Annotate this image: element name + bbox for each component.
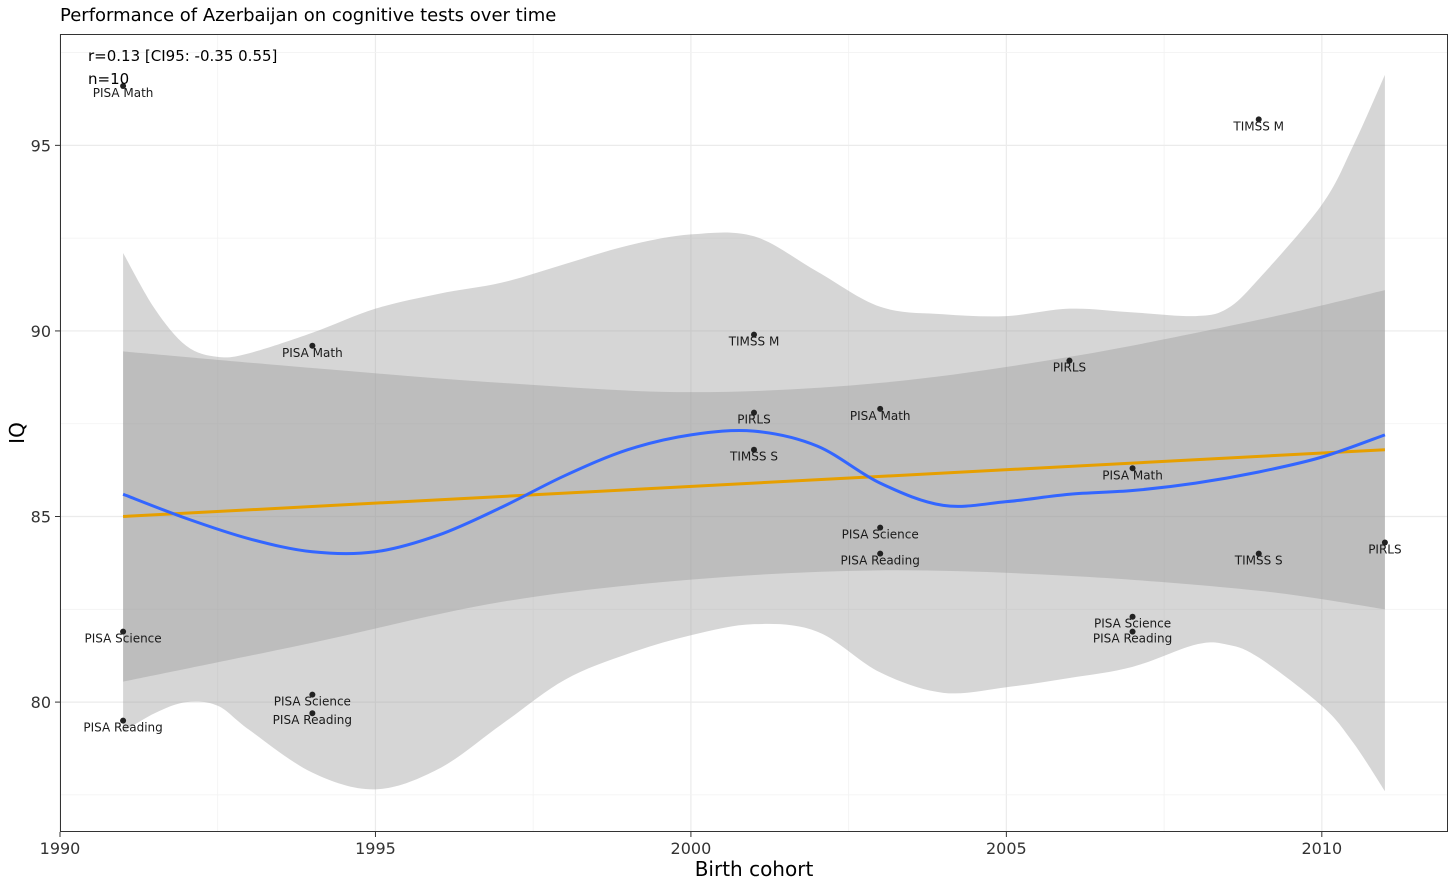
loess-ci-ribbon	[123, 74, 1385, 792]
point-label: PISA Math	[282, 346, 343, 360]
chart-title: Performance of Azerbaijan on cognitive t…	[60, 5, 556, 26]
point-label: PISA Reading	[273, 713, 352, 727]
point-label: TIMSS M	[728, 335, 780, 349]
point-label: PISA Reading	[1093, 632, 1172, 646]
point-label: PISA Reading	[83, 721, 162, 735]
point-label: PIRLS	[1368, 542, 1401, 556]
data-point	[1255, 116, 1262, 123]
loess-fit-line	[122, 429, 1386, 556]
data-point	[1255, 550, 1262, 557]
data-point	[309, 691, 316, 698]
x-tick-label: 2000	[671, 839, 712, 858]
axes: 1990 1995 2000 2005 2010 80 85 90 95	[31, 136, 1343, 858]
x-axis-title: Birth cohort	[695, 857, 814, 881]
data-point	[751, 409, 757, 416]
x-tick-label: 2010	[1301, 839, 1342, 858]
panel-border	[60, 34, 1448, 832]
data-point	[309, 342, 316, 349]
point-label: TIMSS S	[729, 450, 778, 464]
data-point	[309, 710, 316, 717]
correlation-annotation: r=0.13 [CI95: -0.35 0.55]	[88, 47, 277, 65]
y-tick-label: 85	[31, 508, 51, 527]
linear-ci-ribbon	[123, 290, 1385, 682]
data-point	[1129, 465, 1136, 472]
linear-fit-line	[123, 448, 1385, 519]
grid	[59, 34, 1448, 832]
data-point	[751, 331, 757, 338]
data-point	[877, 524, 884, 531]
data-point	[1381, 539, 1388, 546]
point-label: TIMSS M	[1232, 119, 1284, 133]
x-tick-label: 2005	[986, 839, 1027, 858]
point-label: PISA Math	[93, 86, 154, 100]
fit-lines	[122, 429, 1386, 556]
confidence-ribbons	[123, 74, 1385, 792]
y-axis-title: IQ	[5, 422, 29, 444]
data-point	[1129, 628, 1136, 635]
point-label: PISA Math	[1102, 468, 1163, 482]
data-point	[877, 405, 884, 412]
point-label: PISA Science	[1094, 617, 1171, 631]
x-tick-label: 1995	[355, 839, 396, 858]
data-point	[120, 717, 127, 724]
point-label: PISA Science	[85, 632, 162, 646]
point-label: PISA Reading	[841, 554, 920, 568]
data-point	[120, 82, 127, 89]
point-label: TIMSS S	[1234, 554, 1283, 568]
sample-size-annotation: n=10	[88, 70, 129, 88]
data-point	[751, 446, 757, 453]
y-tick-label: 90	[31, 322, 51, 341]
y-tick-label: 80	[31, 693, 51, 712]
point-label: PISA Science	[842, 528, 919, 542]
y-tick-label: 95	[31, 136, 51, 155]
x-tick-label: 1990	[40, 839, 81, 858]
data-point	[877, 550, 884, 557]
data-points	[120, 82, 1388, 724]
data-point	[1129, 613, 1136, 620]
point-label: PIRLS	[1053, 361, 1086, 375]
point-label: PISA Math	[850, 409, 911, 423]
point-label: PISA Science	[274, 695, 351, 709]
data-point	[1066, 357, 1073, 364]
point-label: PIRLS	[737, 413, 770, 427]
data-point	[120, 628, 127, 635]
